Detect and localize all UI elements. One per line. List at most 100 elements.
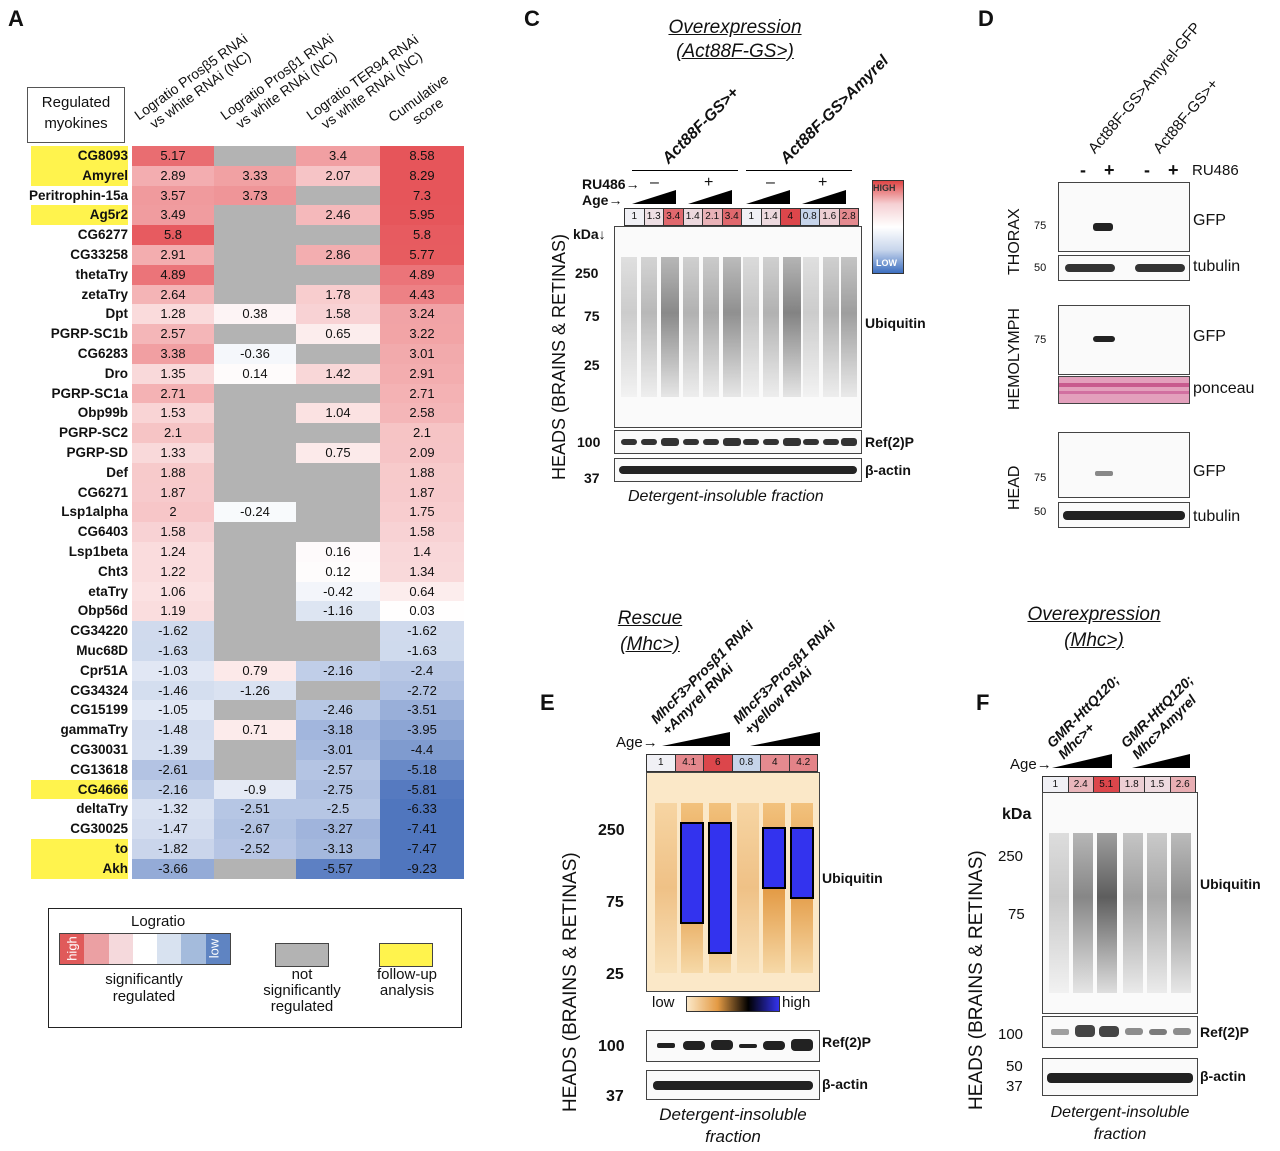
quant-box: 1.4	[760, 208, 781, 226]
mw-75-hemo: 75	[1034, 334, 1047, 346]
sign-4: +	[1168, 160, 1179, 180]
mw-100-e: 100	[598, 1038, 625, 1055]
hemolymph-gfp-blot	[1058, 305, 1190, 375]
table-cell: 0.12	[296, 561, 380, 582]
table-cell: 1.75	[380, 502, 464, 523]
table-cell: -1.63	[380, 641, 464, 661]
table-cell	[214, 443, 296, 463]
table-cell: 5.8	[132, 225, 214, 245]
table-cell: 1.58	[132, 522, 214, 542]
table-cell: 2	[132, 502, 214, 523]
table-cell: 1.42	[296, 363, 380, 384]
ubiquitin-heatmap-e	[655, 803, 814, 973]
table-cell: 2.91	[132, 245, 214, 265]
table-cell	[214, 621, 296, 641]
table-cell: 1.88	[380, 462, 464, 483]
actin-label-f: β-actin	[1200, 1068, 1246, 1084]
mw-250-f: 250	[998, 848, 1024, 865]
table-cell: -3.01	[296, 740, 380, 760]
table-cell: 3.22	[380, 324, 464, 344]
age-label-c: Age→	[582, 192, 623, 208]
table-cell: -0.9	[214, 779, 296, 800]
quant-box: 3.4	[721, 208, 742, 226]
gene-name: CG4666	[31, 779, 128, 800]
gene-name: Obp99b	[77, 405, 128, 421]
heat-scale-c	[872, 180, 904, 274]
color-bar-e	[686, 996, 780, 1012]
table-cell: 8.58	[380, 146, 464, 166]
ubiquitin-smear-c	[621, 257, 857, 397]
geno-line-2	[746, 170, 852, 171]
table-cell	[296, 621, 380, 641]
panel-f-label: F	[976, 690, 990, 715]
mw-50-head: 50	[1034, 506, 1047, 518]
table-cell	[214, 700, 296, 721]
table-cell: 3.49	[132, 205, 214, 226]
panel-c-title-2: (Act88F-GS>)	[676, 41, 794, 62]
table-cell	[296, 264, 380, 285]
table-cell: 2.91	[380, 363, 464, 384]
ubiquitin-blot-e	[646, 772, 820, 992]
gfp-label-thorax: GFP	[1193, 212, 1226, 229]
gene-name: Cpr51A	[79, 662, 128, 678]
table-cell	[296, 225, 380, 245]
mw-75-e: 75	[606, 894, 624, 911]
footer-f: Detergent-insoluble fraction	[1050, 1104, 1190, 1143]
table-cell: 2.86	[296, 245, 380, 265]
table-cell: 3.4	[296, 146, 380, 166]
gene-name: thetaTry	[75, 266, 128, 282]
table-cell: 1.35	[132, 363, 214, 384]
table-cell	[214, 264, 296, 285]
panel-f-title-1: Overexpression	[1027, 604, 1161, 625]
panel-d-genotype-1: Act88F-GS>Amyrel-GFP	[1084, 19, 1205, 158]
scale-high-c: HIGH	[873, 183, 896, 193]
mw-50-f: 50	[1006, 1058, 1023, 1075]
gfp-label-hemo: GFP	[1193, 328, 1226, 345]
table-cell: 0.38	[214, 304, 296, 325]
table-cell: -3.13	[296, 839, 380, 859]
gene-name: Ag5r2	[31, 205, 128, 226]
gene-name: CG8093	[31, 146, 128, 166]
scale-low-c: LOW	[876, 258, 897, 268]
head-label-d: HEAD	[1006, 465, 1023, 510]
gene-name: CG34324	[70, 682, 128, 698]
ref2p-label-e: Ref(2)P	[822, 1034, 872, 1050]
table-cell: 3.24	[380, 304, 464, 325]
mw-50-thorax: 50	[1034, 262, 1047, 274]
ru-minus-2: –	[766, 174, 775, 191]
ubiquitin-label-e: Ubiquitin	[822, 870, 883, 886]
gene-name: PGRP-SD	[66, 445, 128, 460]
table-cell: 1.53	[132, 403, 214, 424]
thorax-tubulin-blot	[1058, 255, 1190, 281]
panel-f-title: Overexpression (Mhc>)	[1026, 602, 1162, 654]
table-cell: -1.62	[132, 621, 214, 641]
thorax-gfp-blot	[1058, 182, 1190, 252]
table-cell: 3.33	[214, 165, 296, 186]
table-cell: 2.09	[380, 443, 464, 463]
gene-name: CG13618	[70, 761, 128, 777]
panel-c-title-1: Overexpression	[668, 17, 802, 38]
table-cell: -1.63	[132, 641, 214, 661]
ru486-label: RU486→	[582, 176, 640, 192]
table-cell: 5.17	[132, 146, 214, 166]
legend-grey-swatch	[275, 943, 329, 967]
table-cell	[296, 641, 380, 661]
table-cell: -2.52	[214, 839, 296, 859]
legend-high: high	[64, 936, 80, 961]
gene-name: PGRP-SC2	[58, 425, 128, 441]
thorax-label: THORAX	[1006, 208, 1023, 275]
gene-name: CG33258	[70, 247, 128, 262]
table-cell: -5.18	[380, 759, 464, 780]
quant-box: 4.2	[788, 754, 818, 772]
ubiquitin-label-c: Ubiquitin	[865, 315, 926, 331]
quant-box: 2.8	[838, 208, 859, 226]
table-cell	[296, 423, 380, 443]
table-cell: 1.4	[380, 542, 464, 562]
regulated-myokines-box: Regulated myokines	[27, 87, 125, 143]
panel-d-genotype-2: Act88F-GS>+	[1149, 75, 1222, 157]
table-cell: -2.46	[296, 700, 380, 721]
table-cell: -5.81	[380, 779, 464, 800]
ponceau-blot	[1058, 376, 1190, 404]
gene-name: zetaTry	[81, 286, 128, 302]
table-cell: 1.24	[132, 542, 214, 562]
